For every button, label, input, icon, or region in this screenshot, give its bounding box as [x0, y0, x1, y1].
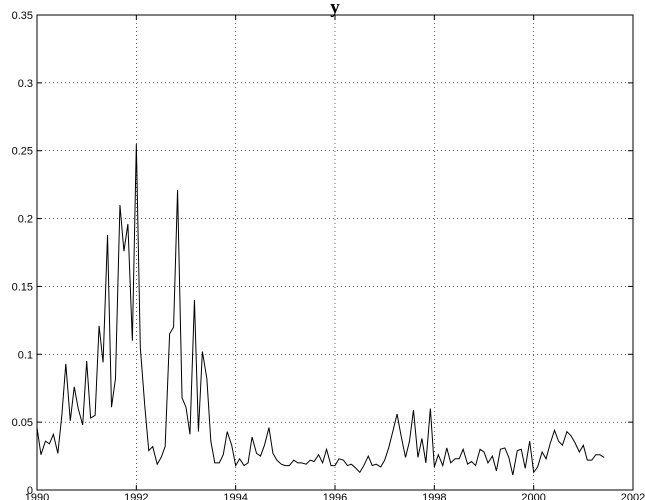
grid — [37, 15, 633, 490]
y-tick-label: 0.1 — [18, 349, 33, 361]
x-tick-label: 2002 — [621, 492, 645, 500]
tick-labels: 1990 1992 1994 1996 1998 2000 2002 0 0.05 0.1 0.15… — [12, 10, 645, 500]
series-line — [36, 143, 605, 476]
x-tick-label: 2000 — [521, 492, 545, 500]
y-tick-label: 0.35 — [12, 10, 33, 22]
x-tick-label: 1998 — [422, 492, 446, 500]
y-tick-label: 0.3 — [18, 78, 33, 90]
ticks — [36, 14, 634, 491]
y-tick-label: 0.15 — [12, 281, 33, 293]
plot-frame — [36, 14, 634, 491]
y-tick-label: 0.2 — [18, 214, 33, 226]
x-tick-label: 1990 — [25, 492, 49, 500]
y-tick-label: 0.05 — [12, 417, 33, 429]
x-tick-label: 1994 — [223, 492, 247, 500]
x-tick-label: 1996 — [323, 492, 347, 500]
y-tick-label: 0 — [27, 485, 33, 497]
chart-title: y — [330, 0, 340, 18]
y-tick-label: 0.25 — [12, 146, 33, 158]
x-tick-label: 1992 — [124, 492, 148, 500]
series-layer — [36, 143, 605, 476]
